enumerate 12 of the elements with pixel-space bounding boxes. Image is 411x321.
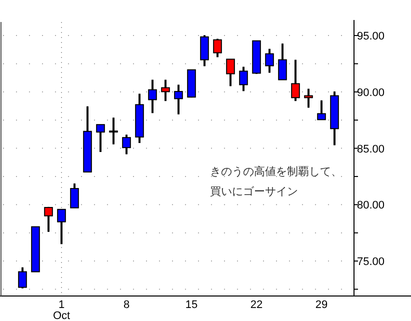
annotation: きのうの高値を制覇して、 xyxy=(210,165,342,178)
x-tick-label: 1 Oct xyxy=(52,299,70,321)
x-tick-label: 8 xyxy=(123,299,130,311)
y-tick-label: 90.00 xyxy=(357,86,385,99)
y-tick-label: 75.00 xyxy=(357,256,385,268)
y-tick-label: 80.00 xyxy=(357,200,385,212)
y-tick-label: 85.00 xyxy=(357,143,385,156)
annotation: 買いにゴーサイン xyxy=(210,186,298,198)
x-tick-label: 22 xyxy=(250,299,263,311)
y-tick-label: 95.00 xyxy=(357,30,385,43)
x-tick-label: 15 xyxy=(185,299,198,311)
x-tick-label: 29 xyxy=(315,299,328,311)
